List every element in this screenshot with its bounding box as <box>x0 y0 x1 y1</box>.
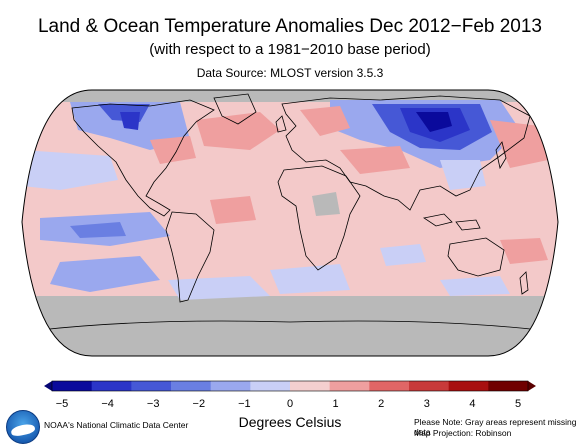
colorbar-segment <box>369 381 410 391</box>
colorbar-segment <box>171 381 212 391</box>
colorbar-low-arrow <box>44 381 52 391</box>
colorbar-segment <box>91 381 132 391</box>
projection-outline <box>21 89 559 357</box>
colorbar-tick-label: −1 <box>238 398 251 410</box>
colorbar-segment <box>131 381 172 391</box>
projection-note: Map Projection: Robinson <box>414 428 512 438</box>
noaa-logo-icon <box>6 410 40 444</box>
colorbar-tick-label: 0 <box>286 398 294 410</box>
antarctic-missing-data <box>22 296 558 356</box>
map-title: Land & Ocean Temperature Anomalies Dec 2… <box>37 16 542 37</box>
map-subtitle: (with respect to a 1981−2010 base period… <box>149 41 431 58</box>
colorbar-segment <box>250 381 291 391</box>
colorbar-unit-label: Degrees Celsius <box>238 414 342 430</box>
colorbar-tick-label: 2 <box>378 398 385 410</box>
colorbar-tick-label: −4 <box>101 398 114 410</box>
credit-text: NOAA's National Climatic Data Center <box>44 420 189 430</box>
colorbar-high-arrow <box>528 381 536 391</box>
colorbar-segment <box>210 381 251 391</box>
north-atlantic-warm-region <box>196 112 280 150</box>
colorbar-segment <box>290 381 331 391</box>
africa-missing-data <box>312 192 340 216</box>
colorbar-segment <box>448 381 489 391</box>
colorbar-segment <box>329 381 370 391</box>
coastlines <box>39 93 541 331</box>
colorbar-tick-label: 5 <box>514 398 522 410</box>
arctic-missing-data <box>22 90 558 102</box>
anomaly-field <box>22 90 558 356</box>
colorbar-tick-label: 4 <box>469 398 476 410</box>
colorbar-segment <box>409 381 450 391</box>
colorbar-tick-label: 1 <box>332 398 339 410</box>
colorbar-tick-label: −2 <box>192 398 206 410</box>
data-source: Data Source: MLOST version 3.5.3 <box>196 66 384 80</box>
colorbar-tick-label: −3 <box>146 398 160 410</box>
colorbar-segment <box>52 381 93 391</box>
colorbar-segment <box>488 381 529 391</box>
missing-data-note: Please Note: Gray areas represent missin… <box>414 417 577 437</box>
colorbar-tick-label: −5 <box>55 398 69 410</box>
colorbar-tick-label: 3 <box>423 398 430 410</box>
colorbar <box>44 380 536 392</box>
